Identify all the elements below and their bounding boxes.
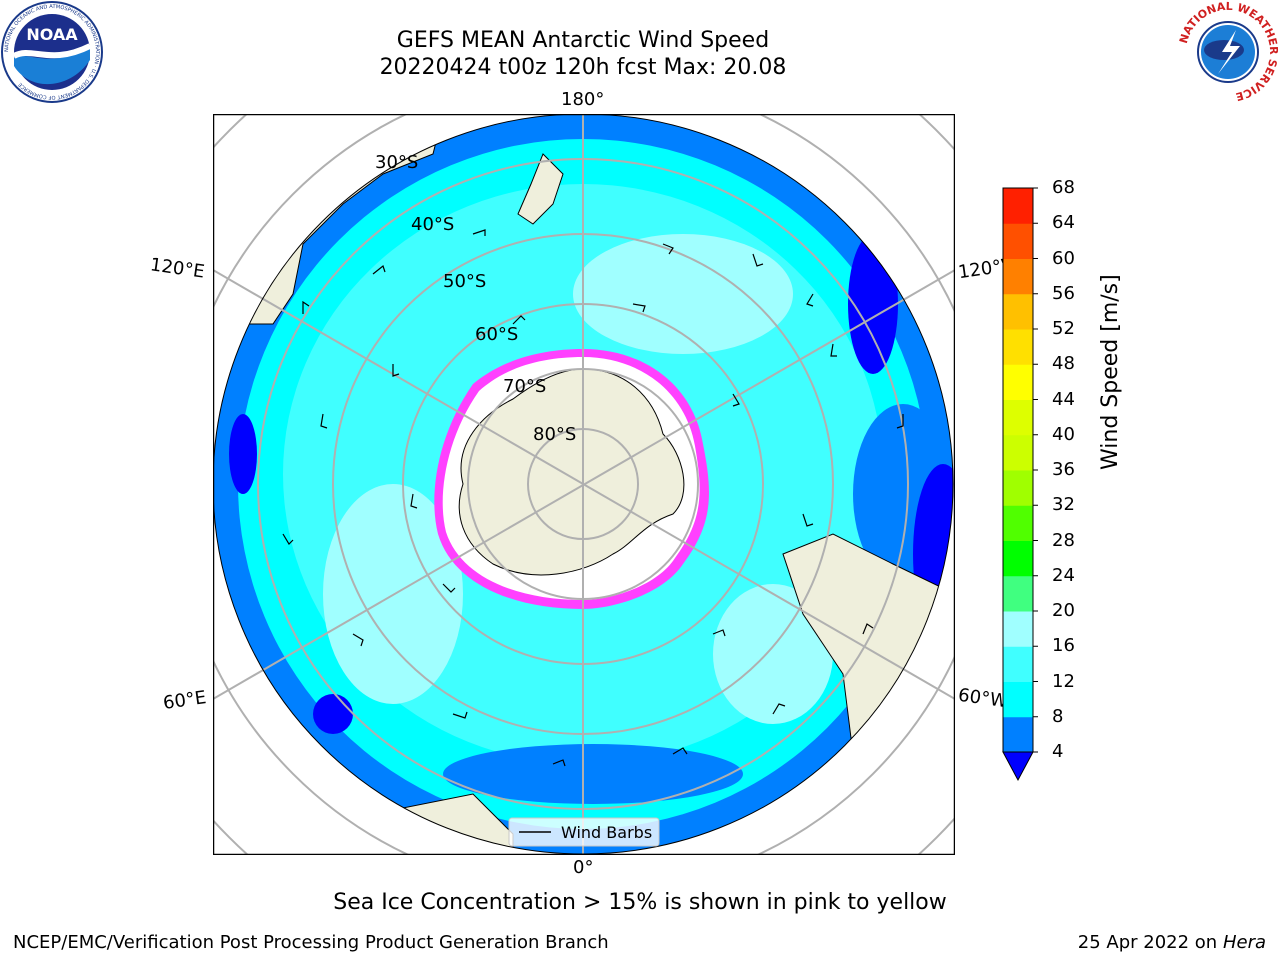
lat-label-70s: 70°S [503, 376, 546, 397]
nws-logo: NATIONAL WEATHER SERVICE [1177, 0, 1280, 103]
colorbar-tick-label: 8 [1052, 705, 1064, 727]
colorbar-extend-triangle [1002, 751, 1034, 782]
map-frame [213, 114, 955, 855]
colorbar-tick-label: 16 [1052, 635, 1075, 657]
lat-label-60s: 60°S [475, 324, 518, 345]
colorbar-tick-label: 4 [1052, 741, 1064, 762]
noaa-logo-text: NOAA [26, 25, 78, 44]
colorbar-tick-label: 60 [1052, 247, 1075, 269]
chart-title: GEFS MEAN Antarctic Wind Speed [396, 28, 770, 53]
lat-label-40s: 40°S [411, 214, 454, 235]
colorbar-tick-label: 36 [1052, 459, 1075, 480]
wind-barbs-legend: Wind Barbs [508, 817, 660, 847]
colorbar-tick-label: 64 [1052, 212, 1075, 234]
legend-label: Wind Barbs [561, 823, 652, 842]
colorbar-segment [1003, 293, 1033, 330]
colorbar-segment [1003, 646, 1033, 682]
noaa-logo: NATIONAL OCEANIC AND ATMOSPHERIC ADMINIS… [1, 1, 103, 103]
ocean-patch-deep-b [229, 414, 257, 494]
colorbar-segment [1003, 223, 1033, 259]
footer-machine: Hera [1222, 932, 1266, 953]
colorbar-segment [1003, 575, 1033, 612]
ocean-patch-deep-d [313, 694, 353, 734]
colorbar [1002, 187, 1038, 782]
colorbar-tick-label: 44 [1052, 388, 1075, 410]
lon-label-120e: 120°E [148, 254, 206, 283]
colorbar-segment [1003, 681, 1033, 718]
colorbar-tick-label: 24 [1052, 564, 1075, 586]
lat-label-30s: 30°S [375, 152, 418, 173]
colorbar-tick-label: 52 [1052, 318, 1075, 339]
colorbar-tick-label: 28 [1052, 529, 1075, 551]
colorbar-tick-label: 56 [1052, 282, 1075, 304]
colorbar-segment [1003, 188, 1033, 224]
ocean-patch-blue-b [443, 744, 743, 804]
lon-label-180: 180° [561, 89, 605, 110]
colorbar-tick-label: 20 [1052, 600, 1075, 621]
land-new-zealand [517, 153, 564, 225]
footer-date-text: 25 Apr 2022 on [1077, 932, 1223, 953]
colorbar-segment [1003, 716, 1033, 753]
colorbar-segment [1003, 470, 1033, 506]
colorbar-tick-label: 12 [1052, 670, 1075, 692]
colorbar-segment [1003, 399, 1033, 436]
lon-label-60e: 60°E [161, 687, 208, 714]
colorbar-tick-label: 68 [1052, 177, 1075, 198]
polar-map: 30°S 40°S 50°S 60°S 70°S 80°S Wind Barbs [213, 114, 955, 855]
wind-barbs [282, 229, 904, 767]
chart-subtitle: 20220424 t00z 120h fcst Max: 20.08 [379, 55, 787, 80]
lat-label-50s: 50°S [443, 271, 486, 292]
colorbar-segment [1003, 540, 1033, 577]
colorbar-segment [1003, 364, 1033, 400]
colorbar-tick-label: 48 [1052, 353, 1075, 375]
colorbar-segment [1003, 434, 1033, 471]
footer-date: 25 Apr 2022 on Hera [1078, 932, 1266, 953]
colorbar-segment [1003, 505, 1033, 541]
colorbar-tick-label: 32 [1052, 494, 1075, 516]
colorbar-segment [1003, 329, 1033, 365]
colorbar-label: Wind Speed [m/s] [1098, 274, 1123, 470]
lat-label-80s: 80°S [533, 424, 576, 445]
ocean-patch-16-20-c [713, 584, 833, 724]
lon-label-0: 0° [573, 857, 594, 878]
ocean-patch-16-20-a [573, 234, 793, 354]
colorbar-segment [1003, 258, 1033, 295]
sea-ice-caption: Sea Ice Concentration > 15% is shown in … [333, 890, 947, 915]
colorbar-segment [1003, 611, 1033, 647]
footer-credit: NCEP/EMC/Verification Post Processing Pr… [13, 932, 609, 953]
colorbar-tick-label: 40 [1052, 423, 1075, 445]
meridian-lines [213, 114, 955, 855]
